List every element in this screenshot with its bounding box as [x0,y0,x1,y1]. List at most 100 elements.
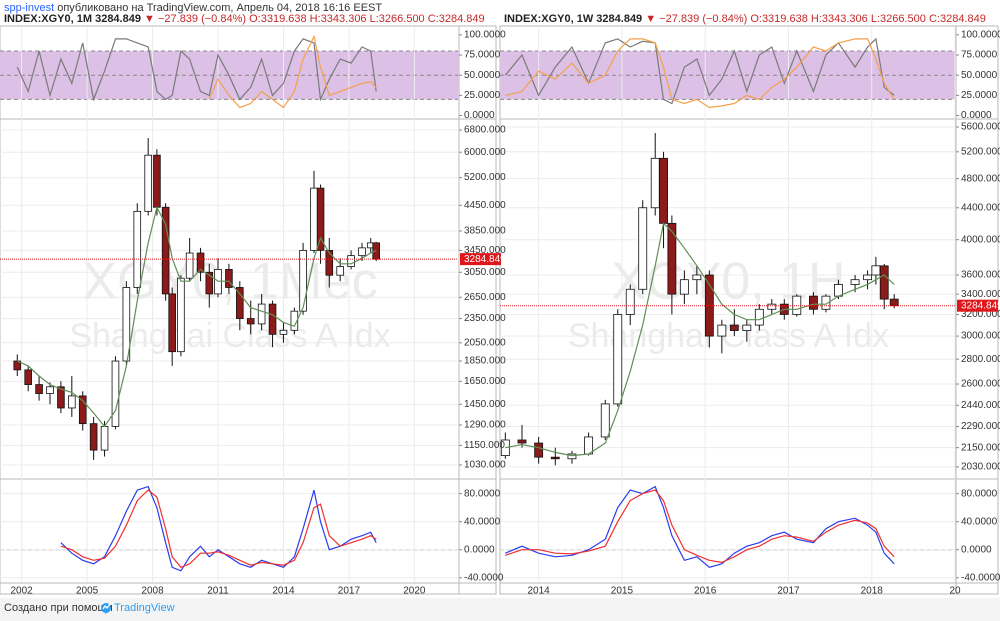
y-tick-label: 25.0000 [464,90,501,101]
candle-body [584,436,594,455]
footer-brand[interactable]: TradingView [114,602,175,614]
footer-text: Создано при помощи [4,602,113,614]
candle-body [161,206,170,295]
y-tick-label: 100.0000 [464,29,506,40]
y-tick-label: 100.0000 [961,29,1000,40]
y-tick-label: 5200.000 [464,172,506,183]
y-tick-label: 4800.000 [961,173,1000,184]
candle-body [625,288,635,315]
y-tick-label: 1150.000 [464,440,505,451]
y-tick-label: 40.0000 [961,516,998,527]
candle-body [78,395,87,425]
y-tick-label: 4000.000 [961,234,1000,245]
x-tick-label: 2017 [338,586,361,597]
y-tick-label: 2440.000 [961,400,1000,411]
published: опубликовано на TradingView.com, Апрель … [57,2,382,14]
candle-body [89,423,98,451]
candle-body [325,250,334,276]
y-tick-label: 3450.000 [464,245,506,256]
candle-body [704,274,714,337]
candle-body [692,274,702,281]
candle-body [111,360,120,427]
candle-body [290,310,299,331]
price-label: 3284.849 [464,254,506,265]
x-tick-label: 2017 [777,586,800,597]
candle-body [821,295,831,310]
legend-item: C:3284.849 [929,13,986,25]
series-line [60,489,377,569]
candle-body [299,250,307,312]
y-tick-label: 5600.000 [961,122,1000,133]
y-tick-label: 5200.000 [961,146,1000,157]
y-tick-label: 3000.000 [961,331,1000,342]
y-tick-label: 25.0000 [961,90,998,101]
y-tick-label: 0.0000 [961,110,992,121]
y-tick-label: 50.0000 [961,70,998,81]
candle-body [717,324,727,337]
candle-body [567,453,577,460]
candle-body [153,154,161,208]
y-tick-label: 1850.000 [464,356,506,367]
y-tick-label: 6000.000 [464,147,506,158]
y-tick-label: 3400.000 [961,289,1000,300]
series-line [505,489,895,564]
y-tick-label: 1290.000 [464,420,506,431]
layer-marks [0,34,955,572]
candle-body [46,386,54,394]
y-tick-label: 1030.000 [464,460,506,471]
y-tick-label: 1450.000 [464,399,506,410]
candle-body [889,298,899,307]
y-tick-label: 0.0000 [961,544,992,555]
series-line [505,485,895,568]
layer-grid [0,27,959,582]
tv-logo [101,603,111,613]
candle-body [196,252,205,273]
candle-body [600,403,610,438]
legend-item: O:3319.638 [750,13,808,25]
candle-body [729,324,739,331]
y-tick-label: -40.0000 [464,572,504,583]
candle-body [177,277,185,353]
candle-body [205,271,214,295]
legend-item: ▼ −27.839 (−0.84%) [144,13,246,25]
x-tick-label: 2005 [76,586,99,597]
legend-item: INDEX:XGY0, 1W 3284.849 [504,13,642,25]
y-tick-label: 2290.000 [961,421,1000,432]
layer-text: 0.0000 25.0000 50.0000 75.0000 100.0000 INDEX… [4,13,1000,597]
candle-body [638,207,648,290]
candle-body [667,222,677,295]
x-tick-label: 2008 [141,586,164,597]
y-tick-label: 2600.000 [961,379,1000,390]
candle-body [534,442,544,458]
legend-line: INDEX:XGY0, 1M 3284.849 ▼ −27.839 (−0.84… [4,13,485,25]
y-tick-label: 75.0000 [961,50,998,61]
candle-body [257,303,266,325]
candle-body [336,266,344,276]
author[interactable]: spp-invest [4,2,54,14]
header-line: spp-invest опубликовано на TradingView.c… [4,2,382,14]
y-tick-label: 40.0000 [464,516,501,527]
candle-body [659,157,668,224]
y-tick-label: 2350.000 [464,313,506,324]
legend-item: INDEX:XGY0, 1M 3284.849 [4,13,141,25]
candle-body [517,439,527,444]
y-tick-label: 3200.000 [961,309,1000,320]
x-tick-label: 2015 [611,586,634,597]
y-tick-label: 2050.000 [464,337,506,348]
candle-body [168,293,176,353]
y-tick-label: 4400.000 [961,202,1000,213]
y-tick-label: 4450.000 [464,200,506,211]
candle-body [550,456,560,460]
legend-item: ▼ −27.839 (−0.84%) [645,13,747,25]
candle-body [679,279,689,295]
y-tick-label: 50.0000 [464,70,501,81]
x-tick-label: 2020 [403,586,426,597]
y-tick-label: 2030.000 [961,462,1000,473]
y-tick-label: 3850.000 [464,226,506,237]
price-label-box [957,299,998,312]
candle-body [35,384,43,394]
candle-body [122,287,131,362]
candle-body [236,287,244,319]
legend-item: C:3284.849 [428,13,485,25]
candle-body [310,187,318,251]
